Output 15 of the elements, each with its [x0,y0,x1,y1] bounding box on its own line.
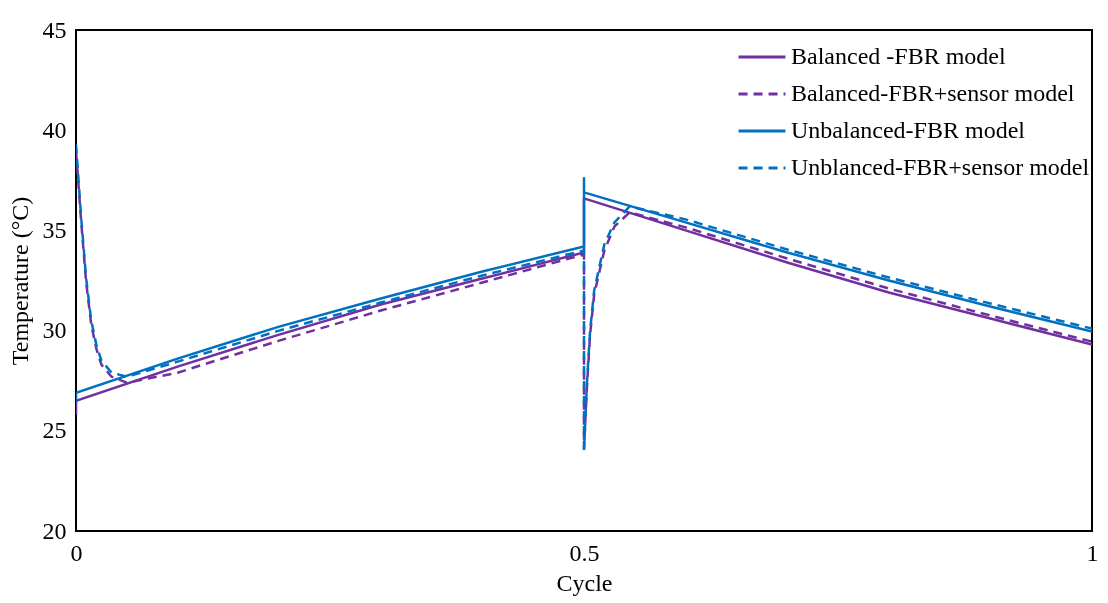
x-tick-label: 0.5 [569,539,600,566]
y-axis-title: Temperature (°C) [6,196,33,366]
y-tick-label: 30 [42,317,67,344]
y-tick-label: 20 [42,517,67,544]
legend-label: Unblanced-FBR+sensor model [791,154,1090,180]
legend-label: Balanced-FBR+sensor model [791,80,1075,106]
y-tick-label: 45 [42,16,67,43]
x-tick-label: 1 [1086,539,1099,566]
legend-label: Unbalanced-FBR model [791,117,1026,143]
y-tick-label: 40 [42,116,67,143]
y-tick-label: 25 [42,417,67,444]
x-tick-label: 0 [70,539,83,566]
x-axis-title: Cycle [556,569,613,596]
y-tick-label: 35 [42,216,67,243]
legend-label: Balanced -FBR model [791,43,1006,69]
